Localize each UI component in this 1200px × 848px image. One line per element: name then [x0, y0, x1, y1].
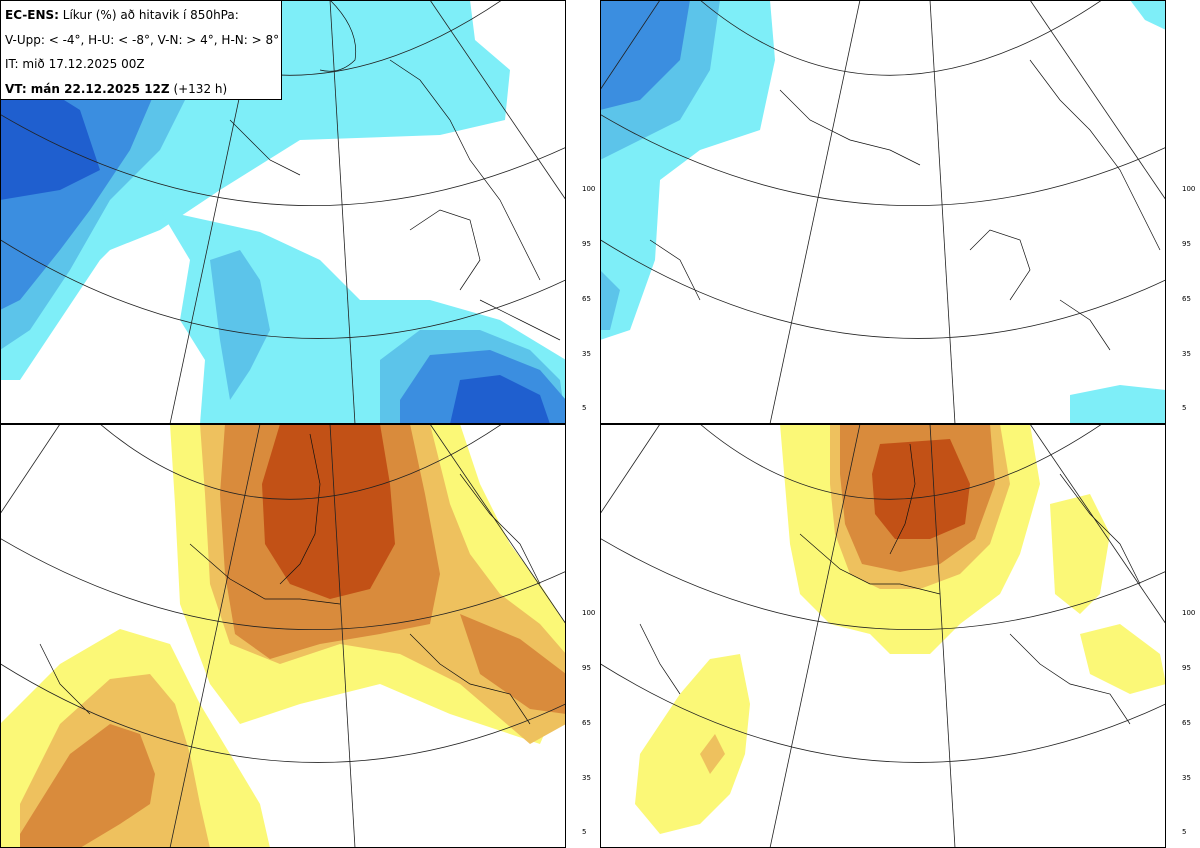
- colorbar-tick: 65: [1182, 719, 1191, 727]
- colorbar-tick: 65: [1182, 295, 1191, 303]
- colorbar-tick: 95: [582, 240, 591, 248]
- map-panel-cold-strong: [600, 0, 1166, 424]
- colorbar-tick: 35: [1182, 774, 1191, 782]
- colorbar-tick: 5: [582, 828, 587, 836]
- map-panel-warm-moderate: [0, 424, 566, 848]
- colorbar-tick: 35: [582, 774, 591, 782]
- colorbar-tick: 65: [582, 295, 591, 303]
- colorbar-tick: 100: [582, 609, 596, 617]
- colorbar-tick: 95: [582, 664, 591, 672]
- forecast-hour: (+132 h): [173, 81, 228, 96]
- colorbar-tick: 5: [1182, 404, 1187, 412]
- probability-map: [0, 424, 566, 848]
- valid-time: VT: mán 22.12.2025 12Z: [5, 81, 170, 96]
- colorbar-tick: 5: [1182, 828, 1187, 836]
- threshold-legend: V-Upp: < -4°, H-U: < -8°, V-N: > 4°, H-N…: [5, 32, 280, 47]
- map-panel-cold-moderate: EC-ENS: Líkur (%) að hitavik í 850hPa: V…: [0, 0, 566, 424]
- colorbar-tick: 35: [1182, 350, 1191, 358]
- colorbar-tick: 100: [582, 185, 596, 193]
- colorbar-tick: 5: [582, 404, 587, 412]
- colorbar-tick: 100: [1182, 185, 1196, 193]
- map-info-box: EC-ENS: Líkur (%) að hitavik í 850hPa: V…: [0, 0, 282, 100]
- map-panel-warm-strong: [600, 424, 1166, 848]
- colorbar-tick: 35: [582, 350, 591, 358]
- probability-map: [600, 424, 1166, 848]
- map-title: Líkur (%) að hitavik í 850hPa:: [62, 8, 239, 22]
- model-name: EC-ENS:: [5, 8, 59, 22]
- probability-map: [600, 0, 1166, 424]
- colorbar-tick: 100: [1182, 609, 1196, 617]
- colorbar-tick: 65: [582, 719, 591, 727]
- colorbar-tick: 95: [1182, 240, 1191, 248]
- colorbar-tick: 95: [1182, 664, 1191, 672]
- init-time: IT: mið 17.12.2025 00Z: [5, 57, 145, 71]
